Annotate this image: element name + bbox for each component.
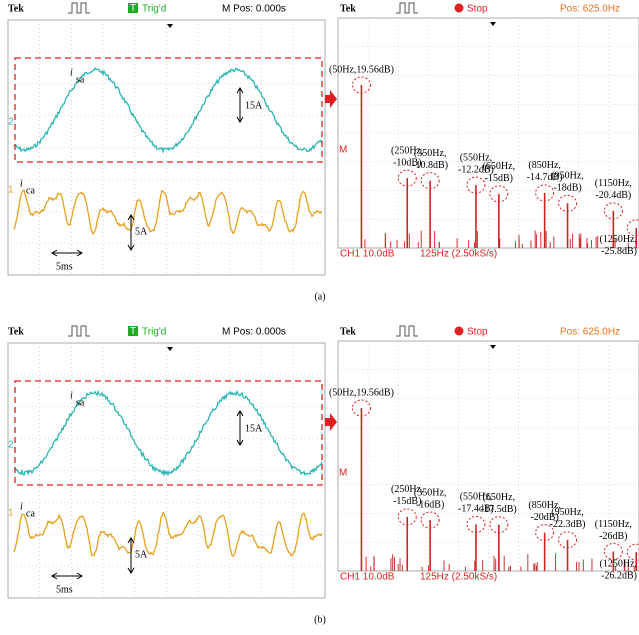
m-position: M Pos: 0.000s: [222, 4, 286, 15]
signal-label: i: [70, 67, 73, 78]
harmonic-label: -15dB): [485, 173, 513, 184]
signal-label: i: [20, 178, 23, 189]
trigger-icon: T: [130, 326, 136, 337]
run-state: Stop: [467, 327, 488, 338]
channel-marker: 1: [8, 508, 14, 519]
footer-rate: 125Hz (2.50kS/s): [420, 572, 497, 583]
harmonic-label: -16dB): [416, 499, 444, 510]
time-label: 5ms: [56, 584, 73, 595]
footer-channel: CH1 10.0dB: [340, 572, 395, 583]
harmonic-label: (350Hz,: [414, 148, 447, 159]
pulse-icon: [68, 326, 90, 336]
channel-marker: 1: [8, 185, 14, 196]
stop-icon: [455, 327, 464, 336]
pulse-icon: [68, 3, 90, 13]
harmonic-label: -18dB): [553, 183, 581, 194]
signal-subscript: ca: [26, 508, 35, 519]
flow-arrow: [325, 90, 337, 108]
figure: TekTTrig'dM Pos: 0.000s21isa15Aica5A5msT…: [0, 0, 639, 635]
harmonic-label: -22.3dB): [550, 519, 586, 530]
channel-marker: 2: [8, 440, 14, 451]
footer-rate: 125Hz (2.50kS/s): [420, 249, 497, 260]
trigger-status: Trig'd: [142, 327, 166, 338]
harmonic-label: (350Hz,: [414, 487, 447, 498]
position: Pos: 625.0Hz: [560, 327, 620, 338]
trigger-status: Trig'd: [142, 4, 166, 15]
scope-screen: [338, 341, 639, 571]
pulse-icon: [396, 326, 418, 336]
scale-label: 5A: [135, 226, 148, 237]
harmonic-label: (950Hz,: [551, 171, 584, 182]
harmonic-label: (850Hz,: [528, 160, 561, 171]
ref-marker: M: [339, 145, 347, 156]
brand: Tek: [340, 3, 356, 14]
brand: Tek: [340, 326, 356, 337]
harmonic-label: -26.2dB): [601, 570, 637, 581]
harmonic-label: (1150Hz,: [595, 519, 632, 530]
panel-label: (b): [314, 614, 326, 625]
time-label: 5ms: [56, 261, 73, 272]
m-position: M Pos: 0.000s: [222, 327, 286, 338]
harmonic-label: (50Hz,19.56dB): [329, 64, 394, 75]
scale-label: 15A: [245, 100, 263, 111]
stop-icon: [455, 4, 464, 13]
harmonic-label: (650Hz,: [483, 161, 516, 172]
scale-label: 15A: [245, 423, 263, 434]
ref-marker: M: [339, 468, 347, 479]
harmonic-label: -17.5dB): [481, 504, 517, 515]
trigger-icon: T: [130, 3, 136, 14]
footer-channel: CH1 10.0dB: [340, 249, 395, 260]
pulse-icon: [396, 3, 418, 13]
signal-label: i: [70, 390, 73, 401]
harmonic-label: (1250Hz,: [600, 234, 638, 245]
signal-subscript: ca: [26, 185, 35, 196]
position: Pos: 625.0Hz: [560, 4, 620, 15]
brand: Tek: [8, 3, 24, 14]
flow-arrow: [325, 413, 337, 431]
scale-label: 5A: [135, 549, 148, 560]
signal-subscript: sa: [76, 74, 85, 85]
run-state: Stop: [467, 4, 488, 15]
harmonic-label: (1250Hz,: [600, 558, 638, 569]
brand: Tek: [8, 326, 24, 337]
harmonic-label: -20.4dB): [595, 190, 631, 201]
harmonic-label: -26dB): [599, 531, 627, 542]
harmonic-label: (950Hz,: [551, 507, 584, 518]
harmonic-label: -25.8dB): [601, 246, 637, 257]
panel-label: (a): [314, 291, 325, 302]
signal-label: i: [20, 501, 23, 512]
harmonic-label: (50Hz,19.56dB): [329, 387, 394, 398]
harmonic-label: -10.8dB): [412, 160, 448, 171]
signal-subscript: sa: [76, 397, 85, 408]
harmonic-label: (1150Hz,: [595, 178, 632, 189]
scope-screen: [338, 18, 639, 248]
harmonic-label: (650Hz,: [483, 492, 516, 503]
channel-marker: 2: [8, 117, 14, 128]
